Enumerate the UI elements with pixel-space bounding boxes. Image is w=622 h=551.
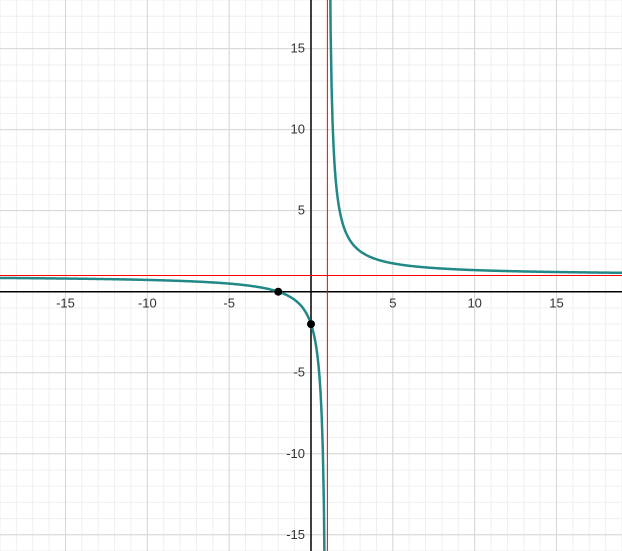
y-tick-label: 5 [298,203,305,218]
x-tick-label: 15 [549,296,563,311]
chart-container: -15 -10 -5 5 10 15 -15 -10 -5 5 10 15 [0,0,622,551]
x-tick-label: -5 [223,296,235,311]
intercept-point [307,320,315,328]
x-tick-label: -15 [56,296,75,311]
x-tick-label: 10 [467,296,481,311]
y-tick-label: -15 [286,527,305,542]
intercept-point [274,288,282,296]
y-tick-label: -10 [286,446,305,461]
y-tick-label: 15 [291,41,305,56]
y-tick-label: -5 [293,365,305,380]
x-tick-label: -10 [138,296,157,311]
function-graph: -15 -10 -5 5 10 15 -15 -10 -5 5 10 15 [0,0,622,551]
x-tick-label: 5 [389,296,396,311]
y-tick-label: 10 [291,122,305,137]
